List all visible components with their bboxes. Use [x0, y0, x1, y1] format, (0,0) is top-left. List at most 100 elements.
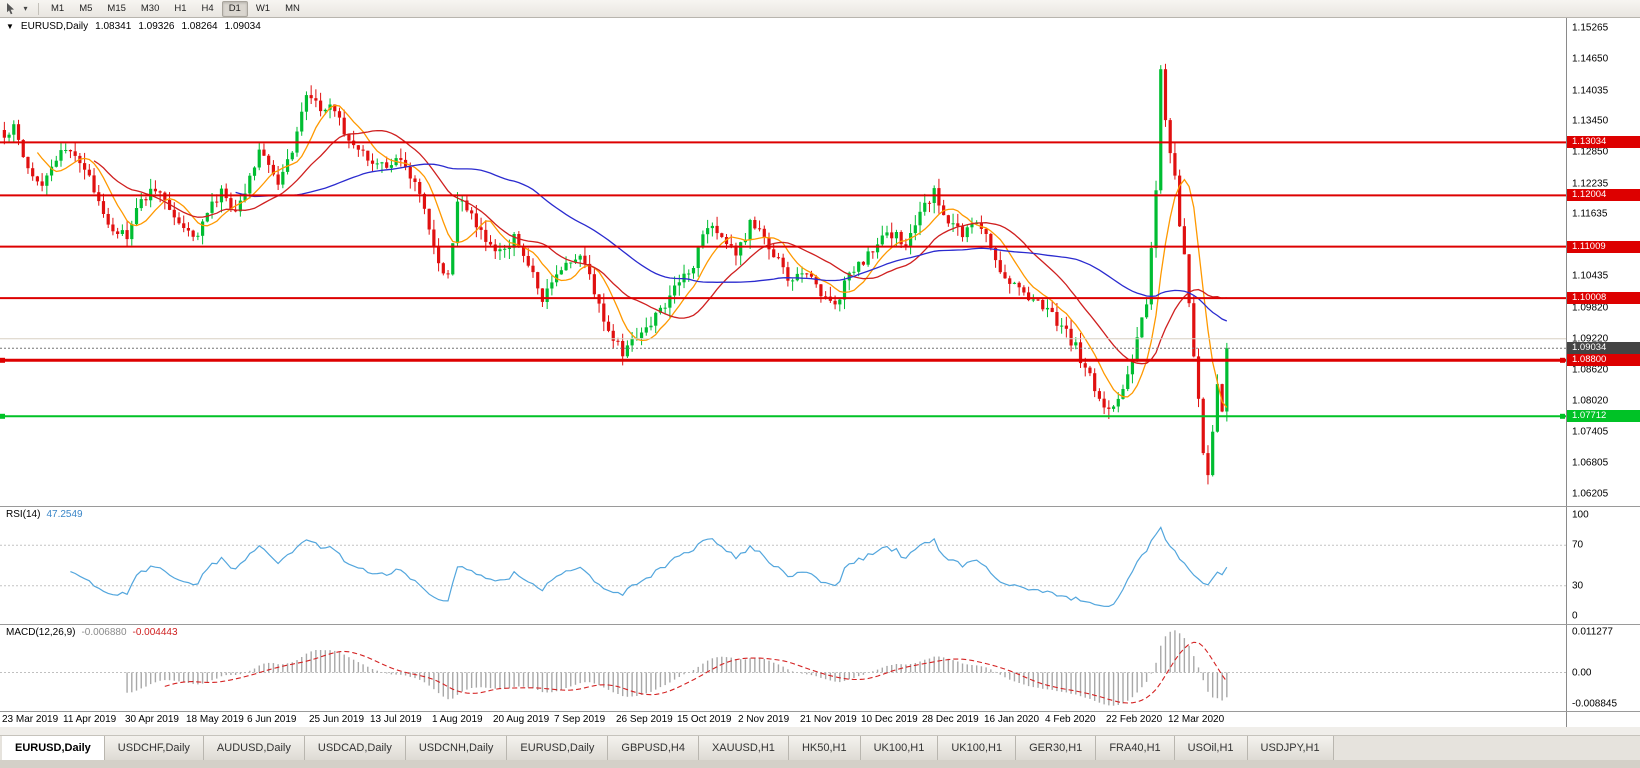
tab-eurusd-daily-5[interactable]: EURUSD,Daily	[507, 736, 609, 760]
hline-price-tag: 1.12004	[1567, 189, 1640, 202]
tab-uk100-h1-10[interactable]: UK100,H1	[938, 736, 1017, 760]
tab-xauusd-h1-7[interactable]: XAUUSD,H1	[698, 736, 789, 760]
date-axis-label: 23 Mar 2019	[2, 714, 59, 725]
tab-usdchf-daily-1[interactable]: USDCHF,Daily	[104, 736, 204, 760]
date-axis-label: 13 Jul 2019	[370, 714, 422, 725]
tab-usdjpy-h1-14[interactable]: USDJPY,H1	[1247, 736, 1334, 760]
ohlc-low: 1.08264	[181, 21, 218, 32]
tab-usoil-h1-13[interactable]: USOil,H1	[1174, 736, 1248, 760]
price-axis-label: 1.06205	[1572, 488, 1609, 500]
tab-usdcnh-daily-4[interactable]: USDCNH,Daily	[405, 736, 508, 760]
tab-ger30-h1-11[interactable]: GER30,H1	[1016, 736, 1097, 760]
price-axis-label: 1.14650	[1572, 53, 1609, 65]
cursor-tool-button[interactable]	[3, 1, 18, 16]
macd-pane[interactable]: MACD(12,26,9) -0.006880 -0.004443 0.0112…	[0, 624, 1640, 711]
current-price-tag: 1.09034	[1567, 342, 1640, 355]
macd-main-value: -0.006880	[81, 627, 127, 638]
rsi-axis-label: 30	[1572, 580, 1584, 592]
price-axis-label: 1.14035	[1572, 85, 1609, 97]
chart-info-toggle[interactable]: ▼	[6, 22, 14, 31]
date-axis-label: 30 Apr 2019	[125, 714, 179, 725]
timeframe-m1[interactable]: M1	[44, 1, 71, 17]
axis-corner	[1566, 712, 1640, 727]
date-axis-label: 20 Aug 2019	[493, 714, 550, 725]
rsi-axis-label: 0	[1572, 610, 1578, 622]
date-axis-label: 10 Dec 2019	[861, 714, 918, 725]
timeframe-h1[interactable]: H1	[167, 1, 193, 17]
date-axis-label: 6 Jun 2019	[247, 714, 297, 725]
tab-audusd-daily-2[interactable]: AUDUSD,Daily	[203, 736, 305, 760]
macd-signal-value: -0.004443	[132, 627, 178, 638]
date-axis-label: 25 Jun 2019	[309, 714, 365, 725]
time-axis[interactable]: 23 Mar 2019 11 Apr 2019 30 Apr 2019 18 May …	[0, 711, 1640, 727]
hline-price-tag: 1.08800	[1567, 354, 1640, 367]
toolbar: ▾ M1 M5 M15 M30 H1 H4 D1 W1 MN	[0, 0, 1640, 18]
tool-dropdown-button[interactable]: ▾	[18, 1, 33, 16]
date-axis-label: 7 Sep 2019	[554, 714, 606, 725]
timeframe-d1[interactable]: D1	[221, 0, 248, 17]
rsi-axis-label: 100	[1572, 509, 1589, 521]
hline-price-tag: 1.10008	[1567, 292, 1640, 305]
timeframe-m30[interactable]: M30	[134, 1, 166, 17]
rsi-value: 47.2549	[46, 509, 83, 520]
price-axis-label: 1.07405	[1572, 426, 1609, 438]
tab-hk50-h1-8[interactable]: HK50,H1	[788, 736, 861, 760]
macd-axis-label: 0.00	[1572, 667, 1592, 678]
bottom-gap	[0, 727, 1640, 735]
date-axis-label: 4 Feb 2020	[1045, 714, 1096, 725]
price-axis-label: 1.09220	[1572, 333, 1609, 345]
macd-axis-label: 0.011277	[1572, 626, 1613, 638]
price-axis-label: 1.09820	[1572, 302, 1609, 314]
tab-eurusd-daily-0[interactable]: EURUSD,Daily	[2, 736, 105, 760]
candlestick-chart[interactable]	[0, 18, 1566, 506]
date-axis-label: 26 Sep 2019	[616, 714, 673, 725]
timeframe-m15[interactable]: M15	[100, 1, 132, 17]
tab-uk100-h1-9[interactable]: UK100,H1	[860, 736, 939, 760]
timeframe-w1[interactable]: W1	[249, 1, 277, 17]
rsi-scale[interactable]: 100 70 30 0	[1566, 507, 1640, 624]
price-axis-label: 1.08020	[1572, 395, 1609, 406]
price-axis-label: 1.13450	[1572, 115, 1609, 127]
date-axis-label: 28 Dec 2019	[922, 714, 979, 725]
date-axis-label: 16 Jan 2020	[984, 714, 1040, 725]
hline-price-tag: 1.13034	[1567, 136, 1640, 149]
price-axis-label: 1.10435	[1572, 270, 1609, 282]
rsi-axis-label: 70	[1572, 539, 1584, 551]
rsi-chart[interactable]	[0, 507, 1566, 624]
date-axis-label: 18 May 2019	[186, 714, 244, 725]
date-axis-label: 11 Apr 2019	[63, 714, 117, 725]
timeframe-mn[interactable]: MN	[278, 1, 307, 17]
chart-symbol: EURUSD,Daily	[20, 21, 89, 32]
price-pane[interactable]: ▼ EURUSD,Daily 1.08341 1.09326 1.08264 1…	[0, 18, 1640, 506]
price-axis-label: 1.12235	[1572, 178, 1609, 189]
macd-label: MACD(12,26,9) -0.006880 -0.004443	[6, 627, 178, 638]
toolbar-separator	[38, 2, 39, 15]
date-axis-label: 22 Feb 2020	[1106, 714, 1163, 725]
price-axis-label: 1.12850	[1572, 146, 1609, 158]
price-scale[interactable]: 1.15265 1.14650 1.14035 1.13450 1.12850 1.122…	[1566, 18, 1640, 506]
tab-gbpusd-h4-6[interactable]: GBPUSD,H4	[608, 736, 699, 760]
rsi-name: RSI(14)	[6, 509, 41, 520]
chevron-down-icon: ▾	[23, 4, 28, 13]
timeframe-m5[interactable]: M5	[72, 1, 99, 17]
tab-usdcad-daily-3[interactable]: USDCAD,Daily	[304, 736, 406, 760]
cursor-icon	[7, 2, 14, 14]
ohlc-open: 1.08341	[95, 21, 132, 32]
macd-name: MACD(12,26,9)	[6, 627, 76, 638]
tab-fra40-h1-12[interactable]: FRA40,H1	[1096, 736, 1175, 760]
rsi-label: RSI(14) 47.2549	[6, 509, 83, 520]
hline-price-tag: 1.11009	[1567, 240, 1640, 253]
macd-chart[interactable]	[0, 625, 1566, 711]
chart-info: ▼ EURUSD,Daily 1.08341 1.09326 1.08264 1…	[6, 21, 261, 32]
chart-region: ▼ EURUSD,Daily 1.08341 1.09326 1.08264 1…	[0, 18, 1640, 727]
price-axis-label: 1.11635	[1572, 208, 1608, 220]
date-axis-label: 12 Mar 2020	[1168, 714, 1225, 725]
date-axis-label: 2 Nov 2019	[738, 714, 790, 725]
timeframe-group: M1 M5 M15 M30 H1 H4 D1 W1 MN	[44, 0, 307, 17]
rsi-pane[interactable]: RSI(14) 47.2549 100 70 30 0	[0, 506, 1640, 624]
macd-axis-label: -0.008845	[1572, 698, 1618, 710]
timeframe-h4[interactable]: H4	[195, 1, 221, 17]
price-axis-label: 1.06805	[1572, 457, 1609, 469]
macd-scale[interactable]: 0.011277 0.00 -0.008845	[1566, 625, 1640, 711]
